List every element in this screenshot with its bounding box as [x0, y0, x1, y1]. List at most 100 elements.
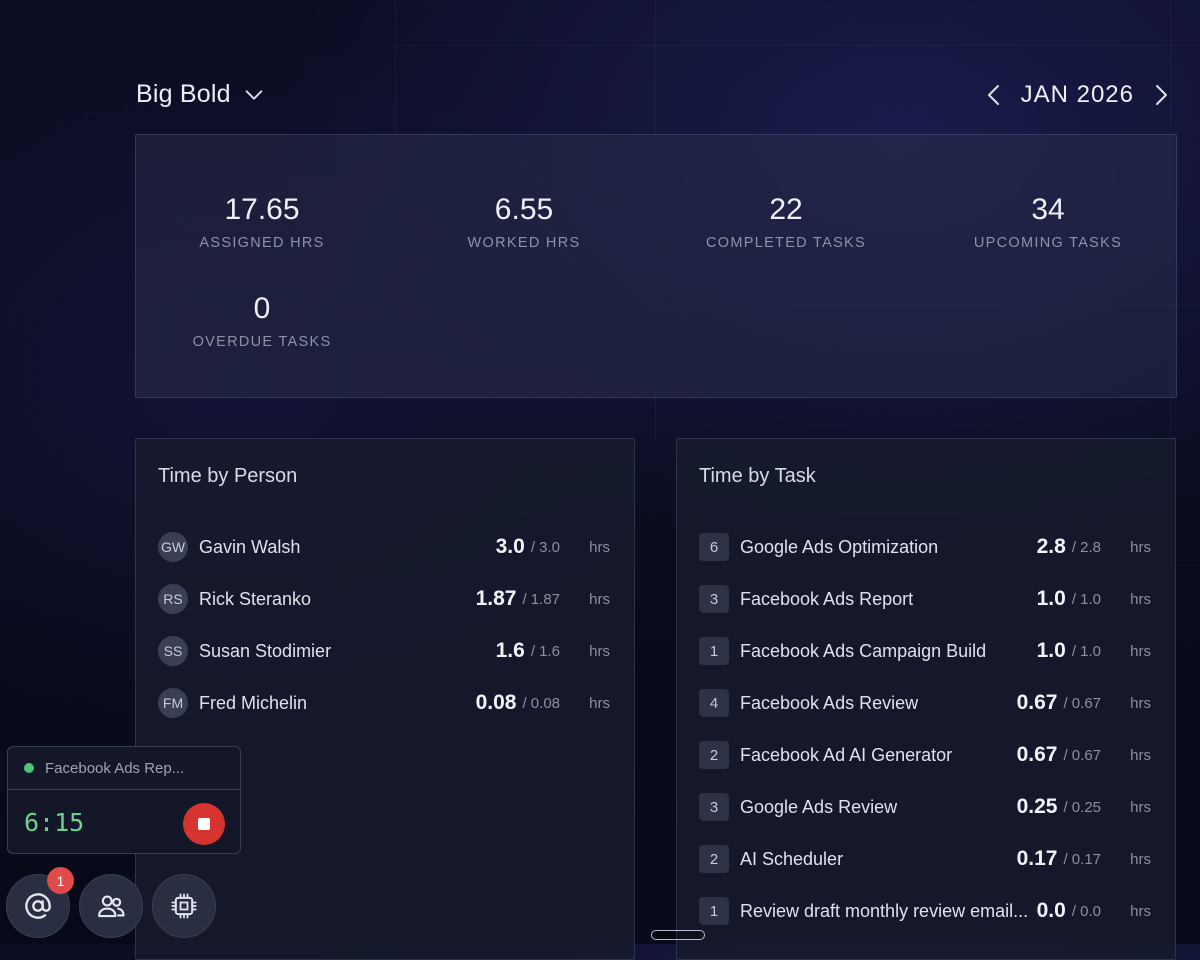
- task-row[interactable]: 6 Google Ads Optimization 2.8 / 2.8 hrs: [699, 531, 1151, 563]
- avatar: SS: [158, 636, 188, 666]
- hours-unit: hrs: [1130, 590, 1151, 608]
- task-count-badge: 2: [699, 845, 729, 873]
- chevron-down-icon: [245, 89, 262, 100]
- next-month-button[interactable]: [1148, 80, 1174, 110]
- task-count-badge: 1: [699, 897, 729, 925]
- stats-summary-card: 17.65 ASSIGNED HRS 6.55 WORKED HRS 22 CO…: [135, 134, 1177, 398]
- stop-timer-button[interactable]: [183, 803, 225, 845]
- task-count-badge: 2: [699, 741, 729, 769]
- panel-title: Time by Task: [699, 465, 816, 487]
- task-row[interactable]: 4 Facebook Ads Review 0.67 / 0.67 hrs: [699, 687, 1151, 719]
- grid-line: [395, 0, 396, 140]
- stat-label: WORKED HRS: [467, 235, 581, 251]
- workspace-selector[interactable]: Big Bold: [136, 80, 265, 109]
- task-count-badge: 6: [699, 533, 729, 561]
- task-row[interactable]: 2 AI Scheduler 0.17 / 0.17 hrs: [699, 843, 1151, 875]
- hours-unit: hrs: [1130, 694, 1151, 712]
- task-count-badge: 1: [699, 637, 729, 665]
- users-icon: [98, 895, 125, 918]
- person-row[interactable]: GW Gavin Walsh 3.0 / 3.0 hrs: [158, 531, 610, 563]
- stop-icon: [198, 818, 210, 830]
- hours-unit: hrs: [1130, 642, 1151, 660]
- hours-total: / 1.0: [1071, 590, 1101, 608]
- workspace-name: Big Bold: [136, 80, 231, 108]
- dashboard-header: Big Bold JAN 2026: [136, 74, 1174, 118]
- task-row[interactable]: 2 Facebook Ad AI Generator 0.67 / 0.67 h…: [699, 739, 1151, 771]
- person-name: Gavin Walsh: [199, 536, 301, 557]
- hours-unit: hrs: [589, 538, 610, 556]
- avatar: FM: [158, 688, 188, 718]
- hours-worked: 1.0: [1036, 639, 1066, 662]
- running-status-dot: [24, 763, 34, 773]
- task-row[interactable]: 3 Facebook Ads Report 1.0 / 1.0 hrs: [699, 583, 1151, 615]
- prev-month-button[interactable]: [981, 80, 1007, 110]
- stat-assigned-hrs: 17.65 ASSIGNED HRS: [132, 193, 392, 251]
- hours-worked: 0.17: [1016, 847, 1058, 870]
- mentions-button[interactable]: [6, 874, 70, 938]
- team-button[interactable]: [79, 874, 143, 938]
- hours-total: / 0.67: [1063, 694, 1101, 712]
- hours-total: / 0.17: [1063, 850, 1101, 868]
- hours-total: / 1.87: [522, 590, 560, 608]
- stat-label: ASSIGNED HRS: [199, 235, 325, 251]
- person-row[interactable]: RS Rick Steranko 1.87 / 1.87 hrs: [158, 583, 610, 615]
- time-by-task-panel: Time by Task 6 Google Ads Optimization 2…: [676, 438, 1176, 960]
- hours-worked: 0.0: [1036, 899, 1066, 922]
- hours-total: / 0.25: [1063, 798, 1101, 816]
- cpu-chip-icon: [171, 893, 197, 919]
- person-row[interactable]: FM Fred Michelin 0.08 / 0.08 hrs: [158, 687, 610, 719]
- hours-total: / 2.8: [1071, 538, 1101, 556]
- hours-worked: 0.67: [1016, 691, 1058, 714]
- mentions-notification-badge: 1: [47, 867, 74, 894]
- active-timer-widget[interactable]: Facebook Ads Rep... 6:15: [7, 746, 241, 854]
- task-name: AI Scheduler: [740, 848, 844, 869]
- hours-unit: hrs: [1130, 538, 1151, 556]
- month-label: JAN 2026: [1020, 81, 1134, 108]
- stat-label: OVERDUE TASKS: [192, 334, 332, 350]
- hours-total: / 3.0: [530, 538, 560, 556]
- timer-header[interactable]: Facebook Ads Rep...: [8, 747, 240, 790]
- timer-task-name: Facebook Ads Rep...: [45, 759, 185, 777]
- timer-elapsed-time: 6:15: [24, 808, 85, 837]
- stat-value: 22: [769, 193, 803, 226]
- task-row[interactable]: 3 Google Ads Review 0.25 / 0.25 hrs: [699, 791, 1151, 823]
- panel-title: Time by Person: [158, 465, 298, 487]
- hours-unit: hrs: [1130, 902, 1151, 920]
- stat-overdue-tasks: 0 OVERDUE TASKS: [132, 292, 392, 350]
- task-row[interactable]: 1 Facebook Ads Campaign Build 1.0 / 1.0 …: [699, 635, 1151, 667]
- stat-completed-tasks: 22 COMPLETED TASKS: [656, 193, 916, 251]
- task-count-badge: 3: [699, 793, 729, 821]
- hours-unit: hrs: [589, 694, 610, 712]
- hours-total: / 0.0: [1071, 902, 1101, 920]
- task-name: Facebook Ads Review: [740, 692, 919, 713]
- task-name: Facebook Ads Campaign Build: [740, 640, 987, 661]
- task-name: Facebook Ads Report: [740, 588, 914, 609]
- task-name: Google Ads Optimization: [740, 536, 939, 557]
- stat-value: 6.55: [494, 193, 554, 226]
- time-by-person-panel: Time by Person GW Gavin Walsh 3.0 / 3.0 …: [135, 438, 635, 960]
- hours-worked: 0.67: [1016, 743, 1058, 766]
- avatar: GW: [158, 532, 188, 562]
- hours-unit: hrs: [1130, 798, 1151, 816]
- stat-label: UPCOMING TASKS: [973, 235, 1123, 251]
- person-row[interactable]: SS Susan Stodimier 1.6 / 1.6 hrs: [158, 635, 610, 667]
- task-row[interactable]: 1 Review draft monthly review email... 0…: [699, 895, 1151, 927]
- hours-unit: hrs: [589, 642, 610, 660]
- avatar: RS: [158, 584, 188, 614]
- hours-total: / 1.0: [1071, 642, 1101, 660]
- hours-worked: 1.87: [475, 587, 517, 610]
- home-indicator[interactable]: [651, 930, 705, 940]
- stat-worked-hrs: 6.55 WORKED HRS: [394, 193, 654, 251]
- stat-label: COMPLETED TASKS: [706, 235, 866, 251]
- person-name: Fred Michelin: [199, 692, 308, 713]
- hours-worked: 1.6: [495, 639, 525, 662]
- hours-worked: 0.08: [475, 691, 517, 714]
- at-sign-icon: [25, 893, 51, 919]
- ai-chip-button[interactable]: [152, 874, 216, 938]
- hours-unit: hrs: [1130, 746, 1151, 764]
- task-name: Google Ads Review: [740, 796, 898, 817]
- hours-worked: 3.0: [495, 535, 525, 558]
- hours-unit: hrs: [589, 590, 610, 608]
- chevron-right-icon: [1156, 85, 1167, 105]
- stat-value: 17.65: [224, 193, 300, 226]
